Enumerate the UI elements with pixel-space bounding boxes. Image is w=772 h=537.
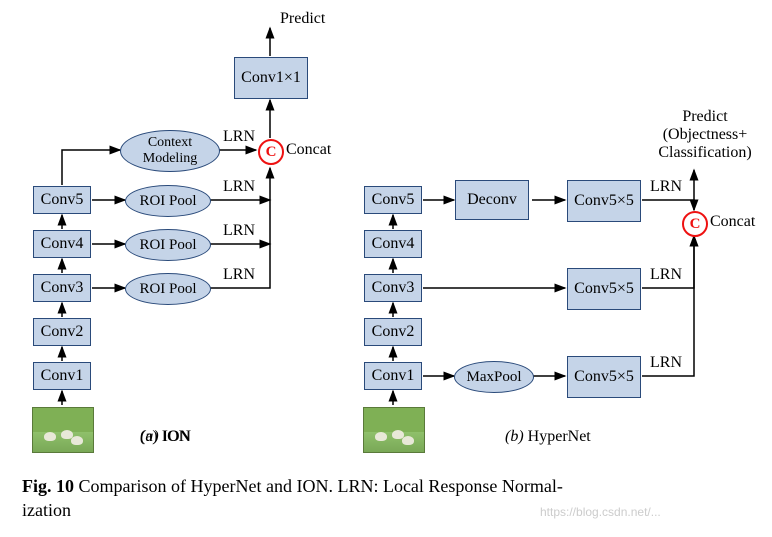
hyper-conv3: Conv3	[364, 274, 422, 302]
lrn-label: LRN	[650, 178, 682, 196]
hyper-predict: Predict(Objectness+Classification)	[650, 108, 760, 162]
hyper-conv2: Conv2	[364, 318, 422, 346]
ion-roi4: ROI Pool	[125, 229, 211, 261]
ion-caption: (a) ION	[140, 428, 191, 446]
figure-caption: Fig. 10 Comparison of HyperNet and ION. …	[22, 476, 752, 497]
hyper-deconv: Deconv	[455, 180, 529, 220]
ion-roi3: ROI Pool	[125, 273, 211, 305]
hyper-conv55-bot: Conv5×5	[567, 356, 641, 398]
concat-label: Concat	[710, 213, 755, 231]
ion-concat-icon: C	[258, 139, 284, 165]
hyper-conv4: Conv4	[364, 230, 422, 258]
lrn-label: LRN	[223, 222, 255, 240]
hyper-conv55-top: Conv5×5	[567, 180, 641, 222]
hyper-conv55-mid: Conv5×5	[567, 268, 641, 310]
ion-conv5: Conv5	[33, 186, 91, 214]
figure-caption-line2: ization	[22, 500, 71, 521]
concat-label: Concat	[286, 141, 331, 159]
lrn-label: LRN	[223, 178, 255, 196]
hyper-conv1: Conv1	[364, 362, 422, 390]
ion-conv4: Conv4	[33, 230, 91, 258]
lrn-label: LRN	[650, 266, 682, 284]
lrn-label: LRN	[223, 128, 255, 146]
hyper-conv5: Conv5	[364, 186, 422, 214]
input-image-hyper	[363, 407, 425, 453]
watermark: https://blog.csdn.net/...	[540, 505, 661, 519]
ion-context: Context Modeling	[120, 130, 220, 172]
ion-conv2: Conv2	[33, 318, 91, 346]
hyper-maxpool: MaxPool	[454, 361, 534, 393]
ion-conv1: Conv1	[33, 362, 91, 390]
hyper-concat-icon: C	[682, 211, 708, 237]
ion-conv1x1: Conv1×1	[234, 57, 308, 99]
ion-roi5: ROI Pool	[125, 185, 211, 217]
predict-label: Predict	[280, 10, 325, 28]
lrn-label: LRN	[223, 266, 255, 284]
input-image-ion	[32, 407, 94, 453]
ion-conv3: Conv3	[33, 274, 91, 302]
lrn-label: LRN	[650, 354, 682, 372]
hyper-caption: (b) HyperNet	[505, 428, 591, 446]
